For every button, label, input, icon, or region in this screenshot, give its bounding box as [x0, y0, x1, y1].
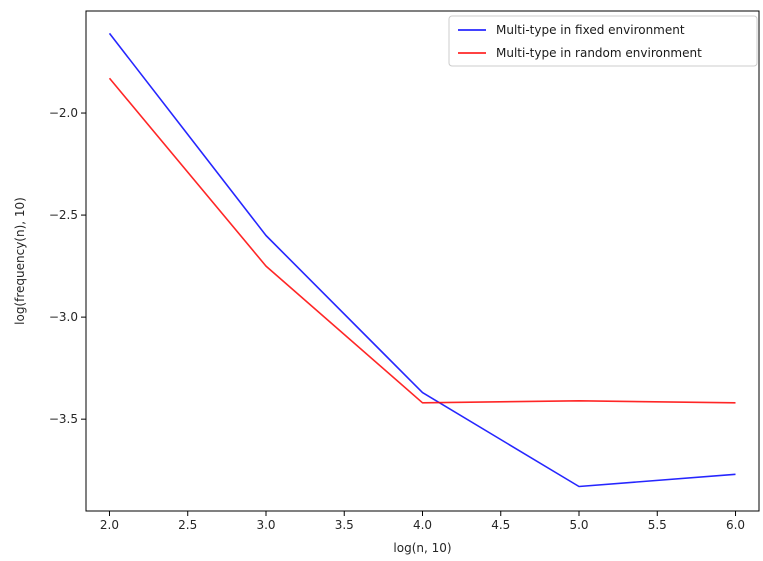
y-tick-label: −3.5 [49, 412, 78, 426]
legend-entry-label: Multi-type in fixed environment [496, 23, 685, 37]
x-tick-label: 5.0 [569, 518, 588, 532]
series-layer [108, 32, 736, 488]
y-axis: −2.0 −2.5 −3.0 −3.5 [49, 106, 86, 426]
x-tick-label: 3.0 [256, 518, 275, 532]
x-tick-label: 5.5 [648, 518, 667, 532]
x-tick-label: 3.5 [335, 518, 354, 532]
x-axis: 2.0 2.5 3.0 3.5 4.0 4.5 5.0 5.5 6.0 [100, 511, 745, 532]
x-tick-label: 6.0 [726, 518, 745, 532]
x-tick-label: 4.5 [491, 518, 510, 532]
plot-frame [85, 10, 760, 512]
x-tick-label: 2.5 [178, 518, 197, 532]
series-line-random-environment [108, 77, 736, 404]
series-line-fixed-environment [108, 32, 736, 488]
x-tick-label: 4.0 [413, 518, 432, 532]
legend-box [448, 15, 758, 67]
y-tick-label: −2.5 [49, 208, 78, 222]
legend: Multi-type in fixed environment Multi-typ… [448, 15, 758, 67]
y-axis-label: log(frequency(n), 10) [13, 197, 27, 325]
x-axis-label: log(n, 10) [393, 541, 451, 555]
legend-entry-label: Multi-type in random environment [496, 46, 702, 60]
y-tick-label: −3.0 [49, 310, 78, 324]
y-tick-label: −2.0 [49, 106, 78, 120]
x-tick-label: 2.0 [100, 518, 119, 532]
